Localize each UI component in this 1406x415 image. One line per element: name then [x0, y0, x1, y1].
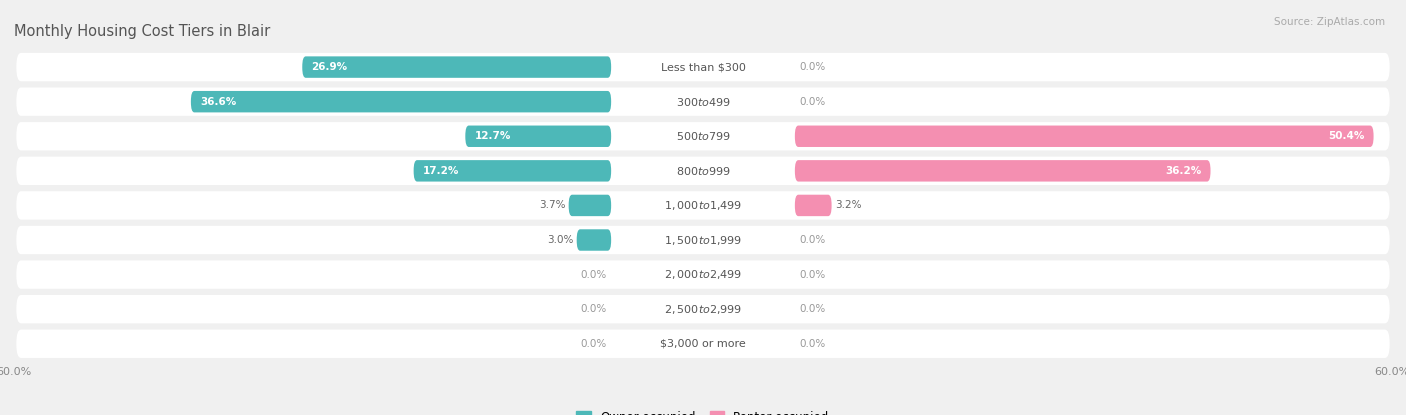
FancyBboxPatch shape — [794, 160, 1211, 182]
Text: 0.0%: 0.0% — [800, 304, 825, 314]
Text: $3,000 or more: $3,000 or more — [661, 339, 745, 349]
Text: $300 to $499: $300 to $499 — [675, 96, 731, 107]
Text: 0.0%: 0.0% — [581, 339, 606, 349]
Text: Monthly Housing Cost Tiers in Blair: Monthly Housing Cost Tiers in Blair — [14, 24, 270, 39]
Text: Source: ZipAtlas.com: Source: ZipAtlas.com — [1274, 17, 1385, 27]
FancyBboxPatch shape — [302, 56, 612, 78]
Text: 50.4%: 50.4% — [1329, 131, 1364, 141]
Text: 0.0%: 0.0% — [800, 62, 825, 72]
FancyBboxPatch shape — [794, 125, 1374, 147]
FancyBboxPatch shape — [17, 88, 1389, 116]
Text: $800 to $999: $800 to $999 — [675, 165, 731, 177]
Text: 0.0%: 0.0% — [800, 97, 825, 107]
Text: 36.2%: 36.2% — [1166, 166, 1201, 176]
Text: $500 to $799: $500 to $799 — [675, 130, 731, 142]
FancyBboxPatch shape — [17, 330, 1389, 358]
Text: $2,500 to $2,999: $2,500 to $2,999 — [664, 303, 742, 316]
FancyBboxPatch shape — [17, 261, 1389, 289]
Text: $1,000 to $1,499: $1,000 to $1,499 — [664, 199, 742, 212]
Text: 0.0%: 0.0% — [581, 270, 606, 280]
FancyBboxPatch shape — [17, 122, 1389, 151]
Text: 3.2%: 3.2% — [835, 200, 862, 210]
FancyBboxPatch shape — [17, 156, 1389, 185]
Text: 17.2%: 17.2% — [423, 166, 460, 176]
Text: $1,500 to $1,999: $1,500 to $1,999 — [664, 234, 742, 247]
Text: 3.7%: 3.7% — [538, 200, 565, 210]
FancyBboxPatch shape — [568, 195, 612, 216]
FancyBboxPatch shape — [576, 229, 612, 251]
FancyBboxPatch shape — [465, 125, 612, 147]
FancyBboxPatch shape — [191, 91, 612, 112]
Text: 0.0%: 0.0% — [800, 339, 825, 349]
Text: 0.0%: 0.0% — [800, 235, 825, 245]
FancyBboxPatch shape — [413, 160, 612, 182]
FancyBboxPatch shape — [17, 226, 1389, 254]
Text: 3.0%: 3.0% — [547, 235, 574, 245]
Text: 0.0%: 0.0% — [800, 270, 825, 280]
Text: 0.0%: 0.0% — [581, 304, 606, 314]
FancyBboxPatch shape — [17, 53, 1389, 81]
FancyBboxPatch shape — [794, 195, 831, 216]
Text: $2,000 to $2,499: $2,000 to $2,499 — [664, 268, 742, 281]
Legend: Owner-occupied, Renter-occupied: Owner-occupied, Renter-occupied — [576, 410, 830, 415]
FancyBboxPatch shape — [17, 191, 1389, 220]
Text: 26.9%: 26.9% — [312, 62, 347, 72]
Text: 36.6%: 36.6% — [200, 97, 236, 107]
Text: 12.7%: 12.7% — [474, 131, 510, 141]
Text: Less than $300: Less than $300 — [661, 62, 745, 72]
FancyBboxPatch shape — [17, 295, 1389, 323]
